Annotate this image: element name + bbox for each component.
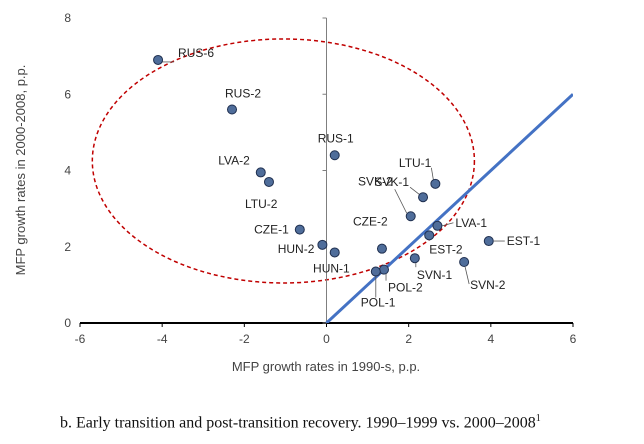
data-point: [370, 266, 381, 277]
point-labels: RUS-6 RUS-2 RUS-1 LVA-2 LTU-2 CZE-1 HUN-2 HUN-1…: [178, 46, 540, 310]
data-point: [227, 104, 238, 115]
leader-line: [464, 266, 470, 285]
x-tick-label: 0: [323, 332, 330, 346]
point-label: RUS-6: [178, 46, 214, 60]
x-tick-label: 4: [487, 332, 494, 346]
point-label: SVN-2: [470, 278, 506, 292]
point-label: SVK-2: [358, 174, 393, 188]
leader-line: [394, 189, 408, 214]
point-label: LTU-2: [245, 197, 278, 211]
data-point: [317, 239, 328, 250]
point-label: POL-2: [388, 281, 423, 295]
y-tick-label: 2: [64, 240, 71, 254]
x-tick-label: 6: [570, 332, 577, 346]
leader-lines: [162, 61, 505, 298]
data-point: [376, 243, 387, 254]
x-tick-label: -6: [75, 332, 86, 346]
point-label: HUN-1: [313, 261, 350, 275]
figure-caption: b. Early transition and post-transition …: [60, 413, 644, 432]
caption-text: b. Early transition and post-transition …: [60, 414, 536, 432]
x-tick-label: 2: [405, 332, 412, 346]
point-label: HUN-2: [278, 242, 315, 256]
caption-footnote-mark: 1: [535, 413, 541, 424]
x-tick-label: -4: [157, 332, 168, 346]
y-tick-label: 8: [64, 11, 71, 25]
point-label: RUS-2: [225, 87, 261, 101]
point-label: CZE-1: [254, 223, 289, 237]
y-tick-label: 6: [64, 87, 71, 101]
point-label: POL-1: [361, 296, 396, 310]
leader-line: [430, 167, 434, 180]
point-label: LVA-2: [218, 153, 250, 167]
point-label: EST-1: [507, 234, 541, 248]
data-point: [153, 54, 164, 65]
y-tick-label: 4: [64, 164, 71, 178]
point-label: SVK-1: [374, 175, 409, 189]
data-point: [409, 253, 420, 264]
data-point: [432, 220, 443, 231]
point-label: LVA-1: [455, 216, 487, 230]
data-point: [424, 230, 435, 241]
point-label: CZE-2: [353, 215, 388, 229]
data-point: [329, 150, 340, 161]
highlight-ellipse-layer: [91, 38, 476, 284]
data-point: [294, 224, 305, 235]
data-point: [483, 236, 494, 247]
x-tick-label: -2: [239, 332, 250, 346]
y-tick-label: 0: [64, 316, 71, 330]
data-point: [263, 176, 274, 187]
data-point: [329, 247, 340, 258]
data-point: [379, 264, 390, 275]
data-points: [153, 54, 494, 277]
data-point: [418, 192, 429, 203]
leader-line: [442, 222, 454, 227]
reference-line: [325, 93, 573, 323]
x-axis-title: MFP growth rates in 1990-s, p.p.: [232, 359, 420, 374]
y-axis-title: MFP growth rates in 2000-2008, p.p.: [13, 65, 28, 276]
data-point: [430, 178, 441, 189]
point-label: RUS-1: [318, 131, 354, 145]
data-point: [459, 257, 470, 267]
data-point: [405, 211, 416, 222]
highlight-ellipse: [91, 38, 476, 284]
leader-line: [409, 186, 420, 195]
point-label: EST-2: [429, 242, 463, 256]
axes: -6 -4 -2 0 2 4 6 0 2 4 6 8: [64, 11, 576, 346]
point-label: SVN-1: [417, 268, 453, 282]
point-label: LTU-1: [399, 156, 432, 170]
data-point: [255, 167, 266, 178]
reference-line-layer: [325, 93, 573, 323]
